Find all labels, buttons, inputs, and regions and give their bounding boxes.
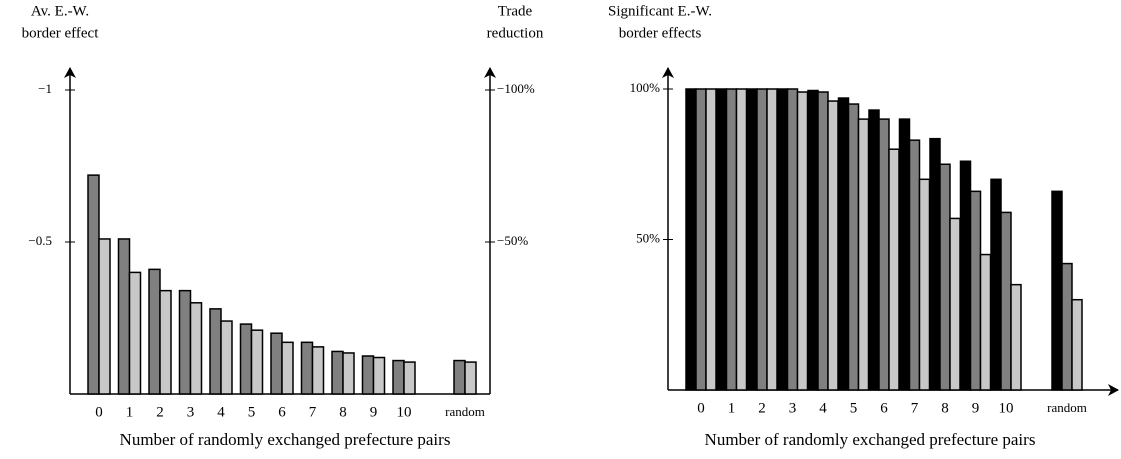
y-tick-label: 100% [630, 80, 661, 95]
x-tick-label: 9 [972, 400, 980, 416]
bar [979, 253, 992, 391]
bar [735, 88, 748, 391]
bar [159, 289, 172, 395]
x-tick-label: 7 [911, 400, 919, 416]
x-tick-label: 2 [758, 400, 766, 416]
bar [918, 178, 931, 391]
x-tick-label: 6 [278, 404, 286, 420]
bar [969, 190, 982, 391]
x-tick-label: 0 [95, 404, 103, 420]
x-tick-label: 8 [941, 400, 949, 416]
bar [98, 238, 111, 395]
bar [311, 346, 325, 395]
bar [929, 137, 941, 391]
bar [898, 118, 911, 391]
x-tick-label: 10 [999, 400, 1014, 416]
bar [796, 91, 809, 391]
bar [281, 341, 294, 395]
bar [220, 320, 233, 395]
bar [878, 118, 890, 391]
bar [939, 163, 951, 391]
bar [746, 88, 758, 391]
bar [250, 329, 264, 395]
bar [776, 88, 789, 391]
x-axis-title: Number of randomly exchanged prefecture … [120, 430, 451, 449]
bar [695, 88, 707, 391]
bar [189, 302, 203, 395]
bar [331, 350, 344, 395]
y-axis-title: border effect [22, 25, 100, 41]
bar [342, 352, 355, 395]
x-tick-label: 5 [248, 404, 256, 420]
x-tick-label: 3 [789, 400, 797, 416]
bar [685, 88, 697, 391]
y-axis-title: border effects [619, 25, 702, 41]
bar [756, 88, 768, 391]
bar [817, 91, 829, 391]
x-tick-label: 3 [187, 404, 195, 420]
bar [725, 88, 738, 391]
bar [453, 359, 466, 395]
bar [464, 361, 477, 395]
bar [403, 361, 416, 395]
bar [270, 332, 283, 395]
bar [837, 97, 850, 391]
x-tick-label: 4 [217, 404, 225, 420]
y-axis-title: Av. E.-W. [31, 3, 89, 19]
bar [1010, 283, 1022, 391]
bar [1071, 298, 1083, 391]
bar [87, 174, 100, 395]
bar [990, 178, 1002, 391]
x-tick-label: random [1047, 400, 1087, 415]
y-tick-label: −1 [38, 81, 52, 96]
bar [857, 118, 870, 391]
y2-axis-title: Trade [498, 3, 533, 19]
bar [847, 103, 860, 391]
bar [827, 100, 839, 391]
bar [361, 355, 375, 395]
y-tick-label: −0.5 [28, 233, 52, 248]
bar [786, 88, 799, 391]
bar [300, 341, 314, 395]
bar [705, 88, 717, 391]
bar [178, 289, 192, 395]
bar [888, 148, 900, 391]
x-tick-label: 7 [309, 404, 317, 420]
bar [209, 308, 222, 395]
bar [908, 139, 921, 391]
y-axis-title: Significant E.-W. [608, 3, 712, 19]
bar [949, 217, 961, 391]
bar [715, 88, 728, 391]
x-tick-label: 9 [370, 404, 378, 420]
x-tick-label: random [445, 404, 485, 419]
bar [1051, 190, 1063, 391]
x-tick-label: 1 [728, 400, 736, 416]
x-tick-label: 8 [339, 404, 347, 420]
y2-tick-label: −50% [497, 233, 528, 248]
bar [128, 271, 142, 395]
y-tick-label: 50% [636, 230, 660, 245]
bar [766, 88, 778, 391]
x-tick-label: 1 [126, 404, 134, 420]
bar [372, 356, 386, 395]
bar [148, 268, 161, 395]
y2-tick-label: −100% [497, 81, 535, 96]
bar [1000, 211, 1012, 391]
x-tick-label: 4 [819, 400, 827, 416]
bar [392, 359, 405, 395]
x-axis-title: Number of randomly exchanged prefecture … [705, 430, 1036, 449]
x-tick-label: 0 [697, 400, 705, 416]
bar [959, 160, 972, 391]
y2-axis-title: reduction [487, 25, 544, 41]
bar [807, 89, 819, 391]
bar [239, 323, 253, 395]
x-tick-label: 5 [850, 400, 858, 416]
bar [1061, 262, 1073, 391]
x-tick-label: 6 [880, 400, 888, 416]
bar [868, 109, 880, 391]
x-tick-label: 10 [397, 404, 412, 420]
x-tick-label: 2 [156, 404, 164, 420]
bar [117, 238, 131, 395]
